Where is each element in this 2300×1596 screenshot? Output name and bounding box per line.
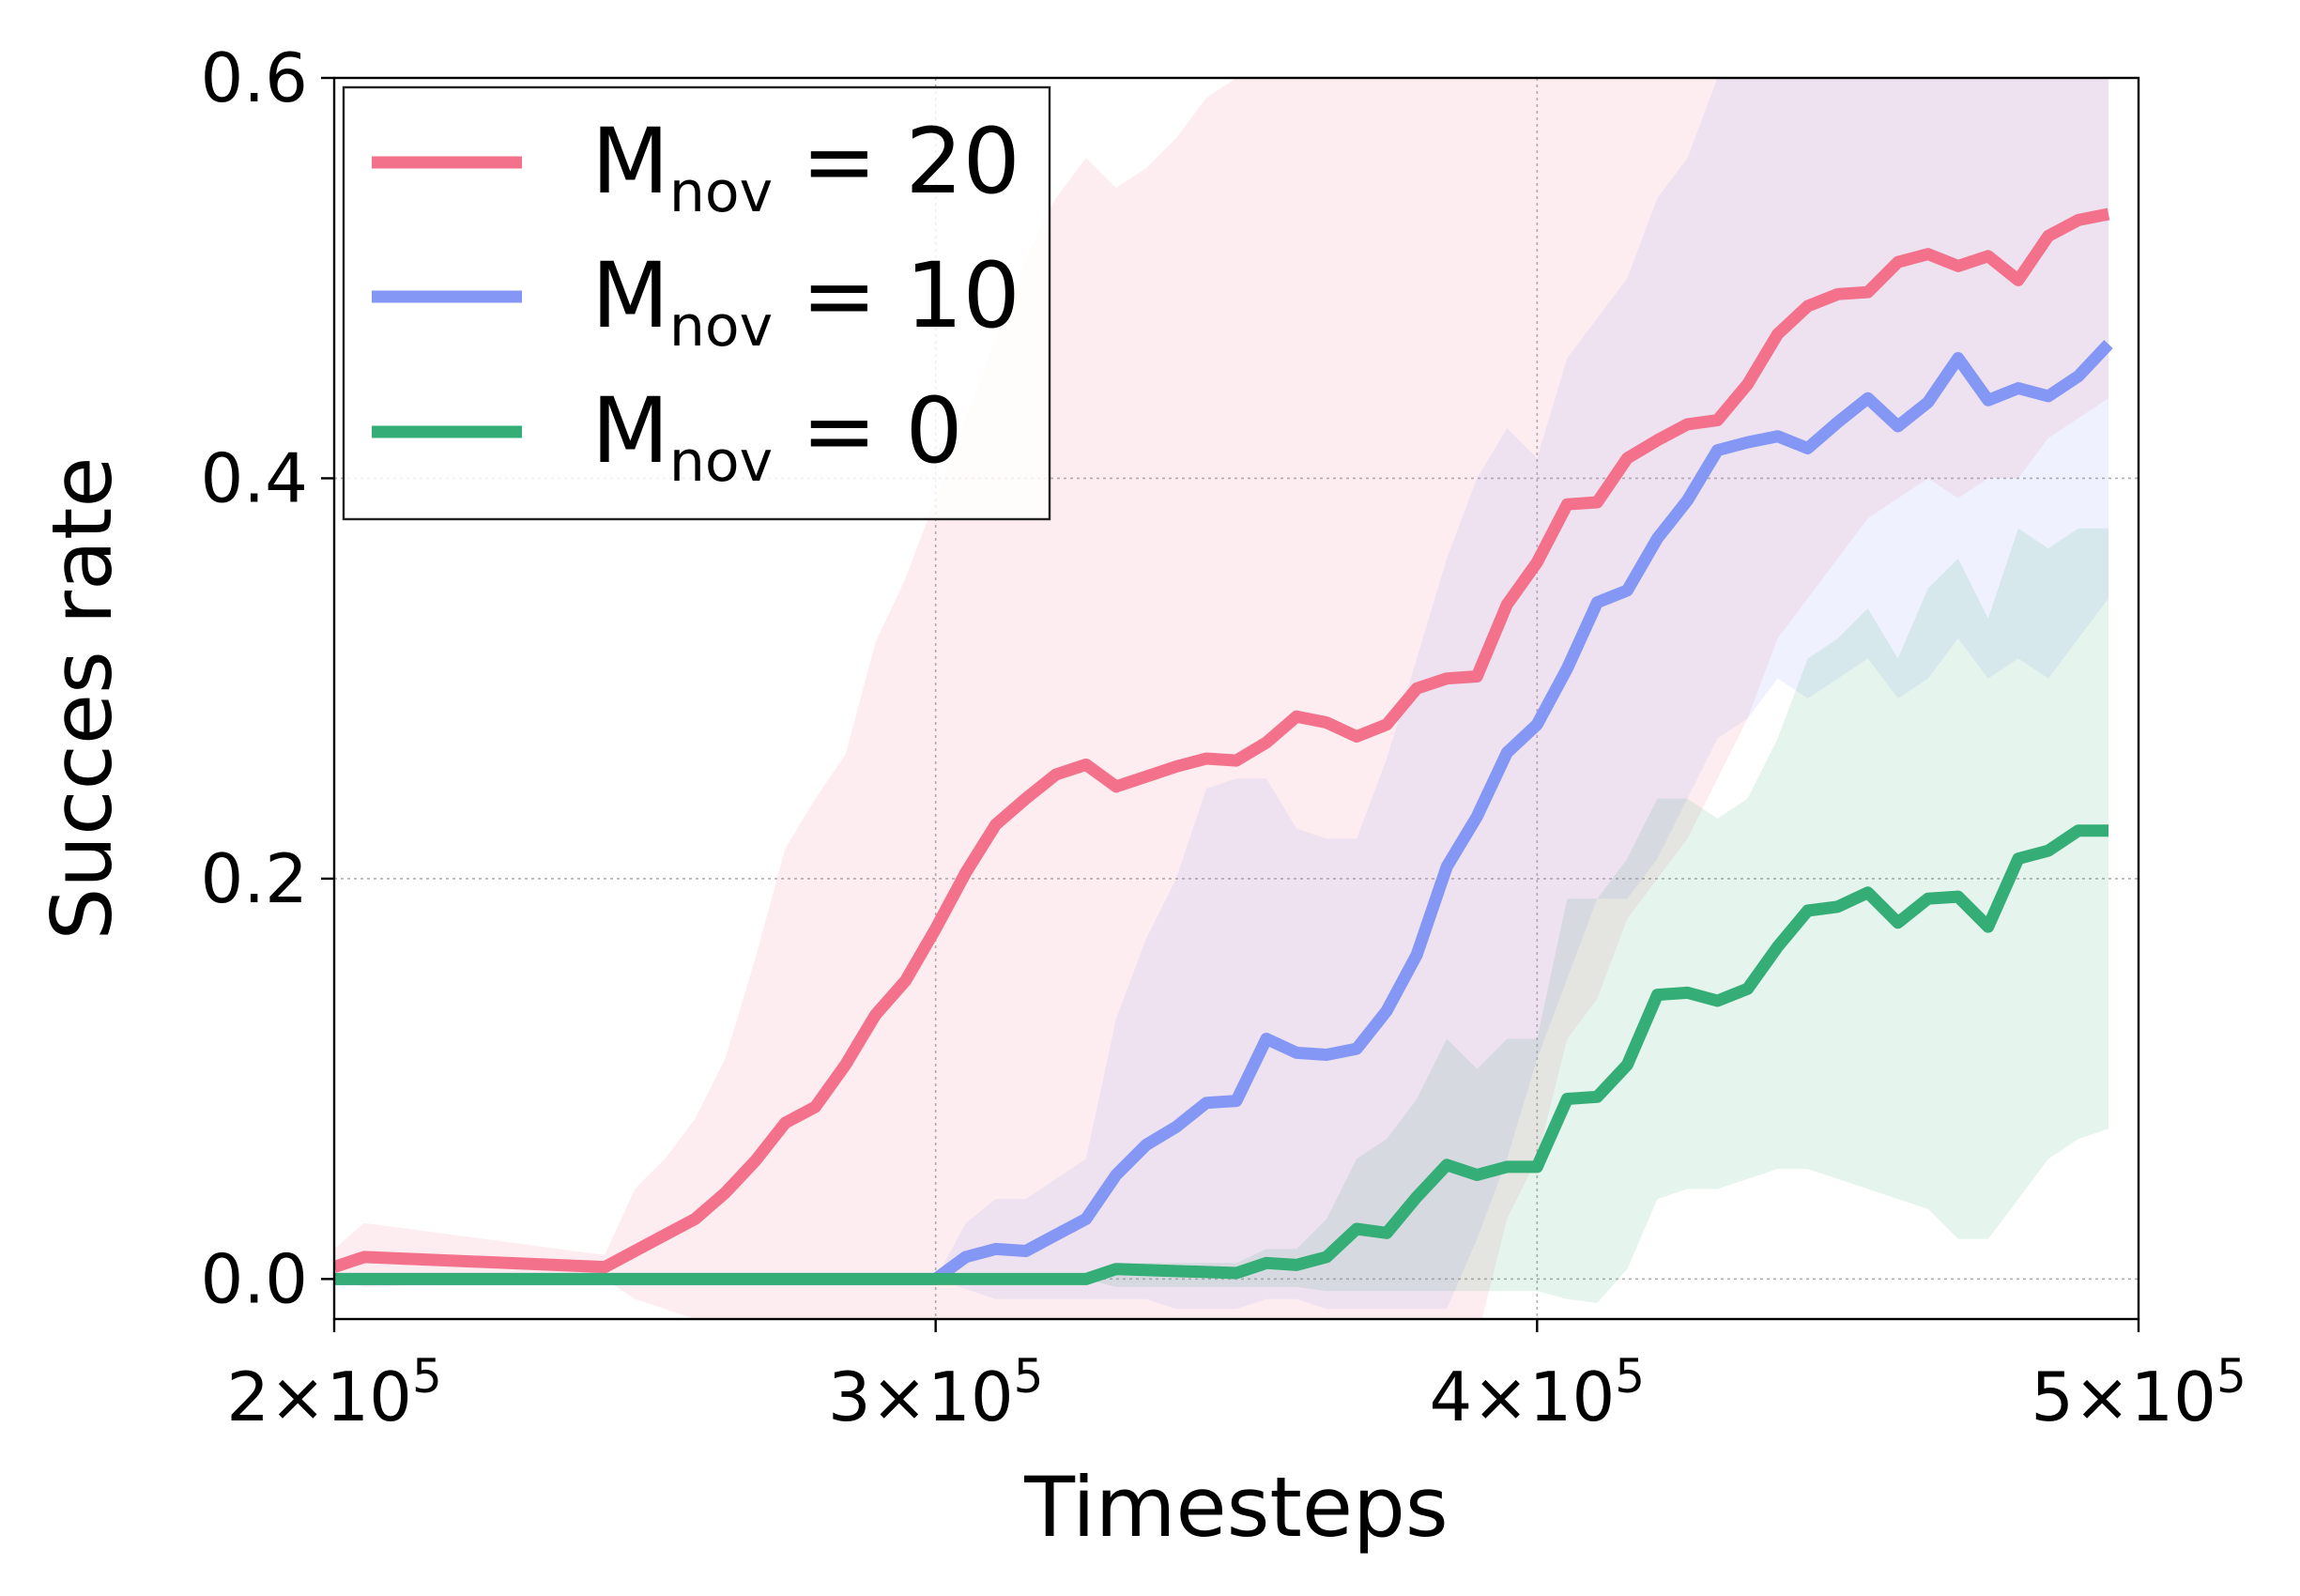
legend-label-value: = 0 [773, 378, 963, 483]
legend-label-0: Mnov = 20 [591, 109, 1020, 225]
legend-label-main: M [591, 243, 669, 348]
legend-label-subscript: nov [669, 294, 773, 360]
confidence-band-series-2 [334, 528, 2108, 1303]
legend-label-subscript: nov [669, 160, 773, 225]
x-tick-label: 4×105 [1430, 1349, 1646, 1436]
confidence-band-series-0 [334, 78, 2108, 1319]
legend-label-subscript: nov [669, 429, 773, 495]
y-tick-label: 0.4 [200, 438, 308, 517]
plot-frame [332, 76, 2140, 1321]
x-tick-base: 4×10 [1430, 1358, 1616, 1436]
y-tick-label: 0.0 [200, 1239, 308, 1318]
y-axis-title: Succes rate [34, 456, 130, 940]
legend-label-value: = 10 [773, 243, 1020, 348]
legend-label-2: Mnov = 0 [591, 378, 963, 495]
series-line-1 [334, 340, 2113, 1285]
series-lines [334, 207, 2113, 1285]
series-line-2 [334, 824, 2108, 1285]
x-tick-exponent: 5 [2216, 1349, 2246, 1404]
x-tick-label: 3×105 [828, 1349, 1044, 1436]
legend-label-main: M [591, 378, 669, 483]
series-line-0 [334, 207, 2110, 1274]
x-tick-base: 3×10 [828, 1358, 1014, 1436]
x-tick-exponent: 5 [1615, 1349, 1645, 1404]
y-tick-label: 0.6 [200, 38, 308, 117]
legend-label-main: M [591, 109, 669, 214]
x-tick-base: 5×10 [2031, 1358, 2216, 1436]
confidence-band-series-1 [334, 78, 2108, 1310]
x-tick-exponent: 5 [1014, 1349, 1044, 1404]
legend-label-1: Mnov = 10 [591, 243, 1020, 360]
legend-label-value: = 20 [773, 109, 1020, 214]
x-axis-title: Timesteps [1023, 1459, 1449, 1556]
x-tick-label: 2×105 [226, 1349, 442, 1436]
x-tick-label: 5×105 [2031, 1349, 2246, 1436]
confidence-bands [334, 78, 2108, 1319]
x-tick-base: 2×10 [226, 1358, 412, 1436]
x-tick-exponent: 5 [412, 1349, 442, 1404]
y-tick-label: 0.2 [200, 839, 308, 918]
